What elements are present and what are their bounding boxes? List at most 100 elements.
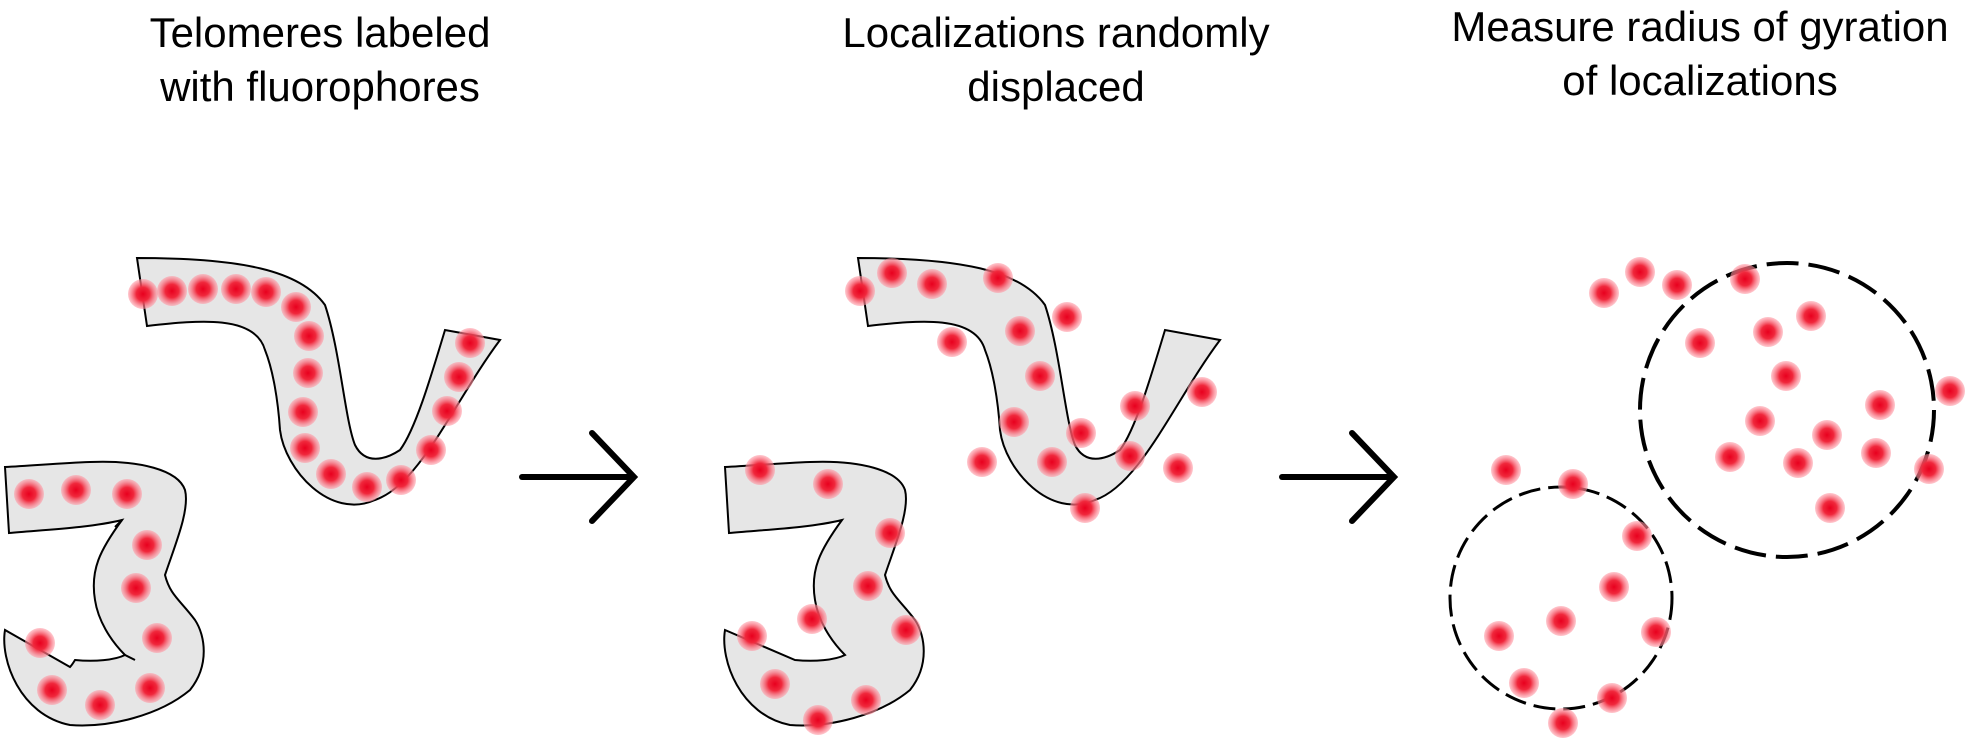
fluorophore-dot [1070, 493, 1100, 523]
fluorophore-dot [14, 479, 44, 509]
fluorophore-dot [1730, 264, 1760, 294]
panel-2-title: Localizations randomly displaced [806, 6, 1306, 114]
fluorophore-dot [1052, 302, 1082, 332]
chromatin-fold-line [114, 519, 136, 661]
fluorophore-dot [1558, 469, 1588, 499]
fluorophore-dot [917, 269, 947, 299]
fluorophore-dot [851, 685, 881, 715]
fluorophore-dot [112, 479, 142, 509]
fluorophore-dot [875, 518, 905, 548]
fluorophore-dot [1025, 361, 1055, 391]
fluorophore-dot [1546, 606, 1576, 636]
fluorophore-dot [1745, 406, 1775, 436]
fluorophore-dot [1715, 442, 1745, 472]
fluorophore-dot [1509, 668, 1539, 698]
gyration-circle-small [1448, 485, 1674, 711]
fluorophore-dot [432, 396, 462, 426]
fluorophore-dot [1914, 454, 1944, 484]
fluorophore-dot [221, 274, 251, 304]
fluorophore-dot [294, 321, 324, 351]
fluorophore-dot [1548, 708, 1578, 738]
fluorophore-dot [999, 407, 1029, 437]
fluorophore-dot [1187, 377, 1217, 407]
fluorophore-dot [293, 358, 323, 388]
fluorophore-dot [288, 397, 318, 427]
fluorophore-dot [845, 276, 875, 306]
fluorophore-dot [1622, 521, 1652, 551]
right-arrow-icon [519, 430, 639, 524]
chromatin-strand-3-2 [723, 460, 925, 727]
fluorophore-dot [135, 673, 165, 703]
fluorophore-dot [85, 690, 115, 720]
fluorophore-dot [132, 530, 162, 560]
fluorophore-dot [1120, 391, 1150, 421]
fluorophore-dot [1865, 390, 1895, 420]
fluorophore-dot [444, 362, 474, 392]
fluorophore-dot [352, 472, 382, 502]
panel-3-title: Measure radius of gyration of localizati… [1420, 0, 1980, 108]
fluorophore-dot [416, 435, 446, 465]
fluorophore-dot [1491, 455, 1521, 485]
fluorophore-dot [128, 279, 158, 309]
fluorophore-dot [1783, 448, 1813, 478]
fluorophore-dot [157, 276, 187, 306]
fluorophore-dot [1589, 278, 1619, 308]
panel-1-title: Telomeres labeled with fluorophores [120, 6, 520, 114]
fluorophore-dot [290, 433, 320, 463]
fluorophore-dot [1771, 361, 1801, 391]
right-arrow-icon [1279, 430, 1399, 524]
fluorophore-dot [121, 573, 151, 603]
fluorophore-dot [983, 263, 1013, 293]
fluorophore-dot [1597, 683, 1627, 713]
fluorophore-dot [967, 447, 997, 477]
fluorophore-dot [25, 628, 55, 658]
fluorophore-dot [316, 459, 346, 489]
fluorophore-dot [386, 465, 416, 495]
fluorophore-dot [188, 274, 218, 304]
chromatin-strand-3 [3, 460, 205, 727]
fluorophore-dot [1005, 316, 1035, 346]
fluorophore-dot [1861, 438, 1891, 468]
fluorophore-dot [281, 292, 311, 322]
fluorophore-dot [61, 475, 91, 505]
panel-2-title-line-1: Localizations randomly [842, 9, 1270, 56]
fluorophore-dot [1037, 447, 1067, 477]
fluorophore-dot [1599, 572, 1629, 602]
panel-2-title-line-2: displaced [967, 63, 1145, 110]
fluorophore-dot [37, 675, 67, 705]
fluorophore-dots [14, 257, 1965, 738]
fluorophore-dot [1685, 328, 1715, 358]
panel-3-title-line-1: Measure radius of gyration [1451, 3, 1949, 50]
fluorophore-dot [745, 455, 775, 485]
fluorophore-dot [455, 328, 485, 358]
fluorophore-dot [813, 469, 843, 499]
fluorophore-dot [1753, 317, 1783, 347]
fluorophore-dot [1812, 420, 1842, 450]
fluorophore-dot [877, 258, 907, 288]
fluorophore-dot [1066, 418, 1096, 448]
panel-3-title-line-2: of localizations [1562, 57, 1838, 104]
fluorophore-dot [797, 604, 827, 634]
panel-2-displaced [723, 256, 1222, 727]
fluorophore-dot [1641, 617, 1671, 647]
fluorophore-dot [937, 327, 967, 357]
gyration-circle-large [1638, 261, 1936, 559]
panel-3-gyration [1448, 261, 1936, 711]
fluorophore-dot [1115, 441, 1145, 471]
fluorophore-dot [1662, 270, 1692, 300]
fluorophore-dot [1484, 621, 1514, 651]
fluorophore-dot [1935, 376, 1965, 406]
fluorophore-dot [1815, 493, 1845, 523]
panel-1-title-line-2: with fluorophores [160, 63, 480, 110]
fluorophore-dot [853, 571, 883, 601]
fluorophore-dot [803, 705, 833, 735]
panel-1-title-line-1: Telomeres labeled [149, 9, 491, 56]
fluorophore-dot [1163, 453, 1193, 483]
fluorophore-dot [760, 669, 790, 699]
fluorophore-dot [891, 615, 921, 645]
fluorophore-dot [251, 277, 281, 307]
fluorophore-dot [142, 623, 172, 653]
fluorophore-dot [737, 621, 767, 651]
fluorophore-dot [1625, 257, 1655, 287]
